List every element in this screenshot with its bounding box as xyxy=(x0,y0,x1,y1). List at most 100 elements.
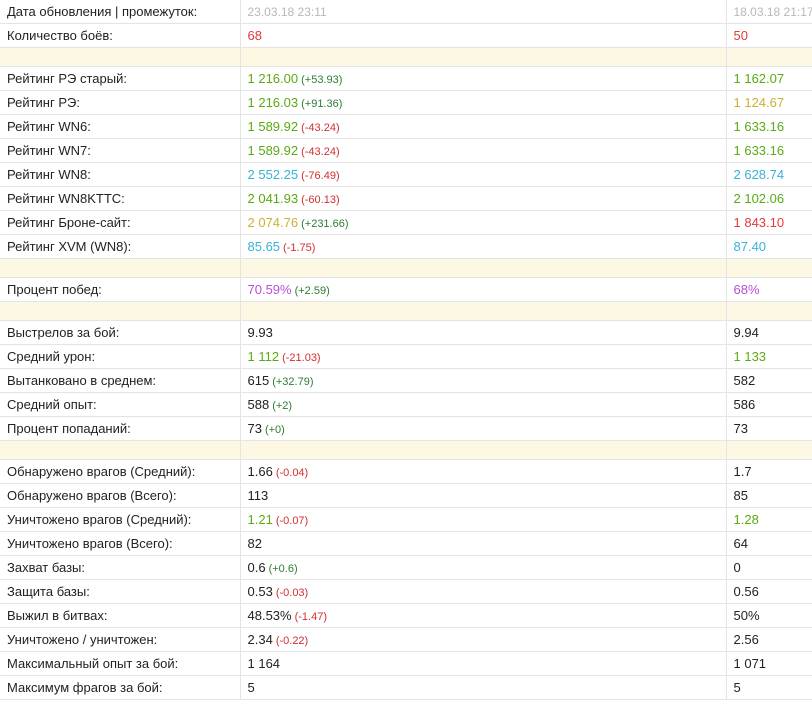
stat-previous-value: 0.56 xyxy=(733,584,759,599)
stat-current-value: 2 074.76 xyxy=(247,215,299,230)
stat-row: Выстрелов за бой: 9.93 9.94 xyxy=(0,320,812,345)
stat-label: Уничтожено врагов (Всего): xyxy=(0,531,240,556)
stat-previous-value: 2.56 xyxy=(733,632,759,647)
stat-current-cell: 1 216.00 (+53.93) xyxy=(239,66,726,91)
stat-previous-value: 1 162.07 xyxy=(733,71,785,86)
stat-row: Вытанковано в среднем: 615 (+32.79) 582 xyxy=(0,368,812,393)
stat-previous-cell: 0 xyxy=(725,555,812,580)
stat-previous-value: 1 633.16 xyxy=(733,119,785,134)
spacer-cell xyxy=(239,301,726,321)
stat-previous-cell: 87.40 xyxy=(725,234,812,259)
stat-current-cell: 1 112 (-21.03) xyxy=(239,344,726,369)
stat-previous-cell: 50% xyxy=(725,603,812,628)
stat-row: Обнаружено врагов (Средний): 1.66 (-0.04) 1… xyxy=(0,459,812,484)
stat-previous-value: 85 xyxy=(733,488,748,503)
stat-previous-cell: 1.7 xyxy=(725,459,812,484)
stat-delta: (-0.07) xyxy=(275,515,309,527)
stat-current-cell: 68 xyxy=(239,23,726,48)
stat-previous-cell: 1 633.16 xyxy=(725,114,812,139)
spacer-cell xyxy=(725,440,812,460)
stat-previous-cell: 1 633.16 xyxy=(725,138,812,163)
stat-row: Рейтинг WN7: 1 589.92 (-43.24) 1 633.16 xyxy=(0,138,812,163)
stat-previous-cell: 68% xyxy=(725,277,812,302)
stat-label: Процент попаданий: xyxy=(0,416,240,441)
stat-label: Рейтинг Броне-сайт: xyxy=(0,210,240,235)
stat-row: Процент попаданий: 73 (+0) 73 xyxy=(0,416,812,441)
stat-delta: (+32.79) xyxy=(272,376,314,388)
stat-delta: (-0.04) xyxy=(275,467,309,479)
stat-previous-value: 9.94 xyxy=(733,325,759,340)
spacer-cell xyxy=(239,440,726,460)
stat-previous-value: 50 xyxy=(733,28,748,43)
stat-row: Уничтожено / уничтожен: 2.34 (-0.22) 2.56 xyxy=(0,627,812,652)
stat-current-value: 73 xyxy=(247,421,262,436)
spacer-cell xyxy=(0,258,240,278)
stat-row: Уничтожено врагов (Всего): 82 64 xyxy=(0,531,812,556)
header-label: Дата обновления | промежуток: xyxy=(0,0,240,24)
stat-delta: (+2.59) xyxy=(294,285,330,297)
stat-current-cell: 73 (+0) xyxy=(239,416,726,441)
stat-current-value: 1 589.92 xyxy=(247,119,299,134)
stat-previous-cell: 1.28 xyxy=(725,507,812,532)
stat-previous-cell: 50 xyxy=(725,23,812,48)
section-spacer xyxy=(0,47,812,67)
stat-previous-value: 1 124.67 xyxy=(733,95,785,110)
stat-previous-cell: 2 628.74 xyxy=(725,162,812,187)
stat-current-cell: 2 074.76 (+231.66) xyxy=(239,210,726,235)
stat-label: Обнаружено врагов (Всего): xyxy=(0,483,240,508)
stat-previous-cell: 1 133 xyxy=(725,344,812,369)
stat-previous-cell: 582 xyxy=(725,368,812,393)
stat-row: Рейтинг WN8: 2 552.25 (-76.49) 2 628.74 xyxy=(0,162,812,187)
stat-previous-cell: 73 xyxy=(725,416,812,441)
stat-row: Защита базы: 0.53 (-0.03) 0.56 xyxy=(0,579,812,604)
stat-previous-value: 586 xyxy=(733,397,756,412)
stat-current-cell: 1 164 xyxy=(239,651,726,676)
stat-current-cell: 1.21 (-0.07) xyxy=(239,507,726,532)
stat-previous-value: 2 628.74 xyxy=(733,167,785,182)
stat-current-value: 0.6 xyxy=(247,560,266,575)
header-row: Дата обновления | промежуток: 23.03.18 2… xyxy=(0,0,812,24)
stat-current-value: 82 xyxy=(247,536,262,551)
stat-current-value: 5 xyxy=(247,680,255,695)
spacer-cell xyxy=(239,47,726,67)
stat-current-cell: 48.53% (-1.47) xyxy=(239,603,726,628)
stat-current-cell: 0.6 (+0.6) xyxy=(239,555,726,580)
spacer-cell xyxy=(725,301,812,321)
stat-row: Процент побед: 70.59% (+2.59) 68% xyxy=(0,277,812,302)
stat-previous-value: 87.40 xyxy=(733,239,767,254)
stat-label: Уничтожено / уничтожен: xyxy=(0,627,240,652)
stat-current-value: 85.65 xyxy=(247,239,281,254)
stat-previous-value: 1 633.16 xyxy=(733,143,785,158)
stat-delta: (-0.03) xyxy=(275,587,309,599)
stat-row: Рейтинг WN6: 1 589.92 (-43.24) 1 633.16 xyxy=(0,114,812,139)
stat-label: Защита базы: xyxy=(0,579,240,604)
stat-delta: (+53.93) xyxy=(301,74,343,86)
stat-row: Средний урон: 1 112 (-21.03) 1 133 xyxy=(0,344,812,369)
stat-row: Средний опыт: 588 (+2) 586 xyxy=(0,392,812,417)
stat-current-cell: 9.93 xyxy=(239,320,726,345)
stat-current-value: 1 216.03 xyxy=(247,95,299,110)
stat-current-cell: 70.59% (+2.59) xyxy=(239,277,726,302)
stat-label: Выстрелов за бой: xyxy=(0,320,240,345)
stat-row: Рейтинг XVM (WN8): 85.65 (-1.75) 87.40 xyxy=(0,234,812,259)
stat-current-cell: 1.66 (-0.04) xyxy=(239,459,726,484)
stat-label: Захват базы: xyxy=(0,555,240,580)
stat-previous-value: 50% xyxy=(733,608,760,623)
stat-label: Количество боёв: xyxy=(0,23,240,48)
stat-previous-cell: 85 xyxy=(725,483,812,508)
section-spacer xyxy=(0,440,812,460)
stat-label: Рейтинг WN8KTTC: xyxy=(0,186,240,211)
stat-label: Максимум фрагов за бой: xyxy=(0,675,240,700)
stat-row: Максимум фрагов за бой: 5 5 xyxy=(0,675,812,700)
stat-row: Рейтинг Броне-сайт: 2 074.76 (+231.66) 1 84… xyxy=(0,210,812,235)
stat-previous-cell: 9.94 xyxy=(725,320,812,345)
stat-previous-cell: 1 843.10 xyxy=(725,210,812,235)
stat-current-value: 0.53 xyxy=(247,584,273,599)
stat-previous-value: 582 xyxy=(733,373,756,388)
stat-label: Рейтинг XVM (WN8): xyxy=(0,234,240,259)
stat-current-cell: 2 552.25 (-76.49) xyxy=(239,162,726,187)
stat-previous-cell: 64 xyxy=(725,531,812,556)
stat-current-cell: 2 041.93 (-60.13) xyxy=(239,186,726,211)
stat-delta: (+231.66) xyxy=(301,218,349,230)
stat-delta: (-76.49) xyxy=(301,170,340,182)
